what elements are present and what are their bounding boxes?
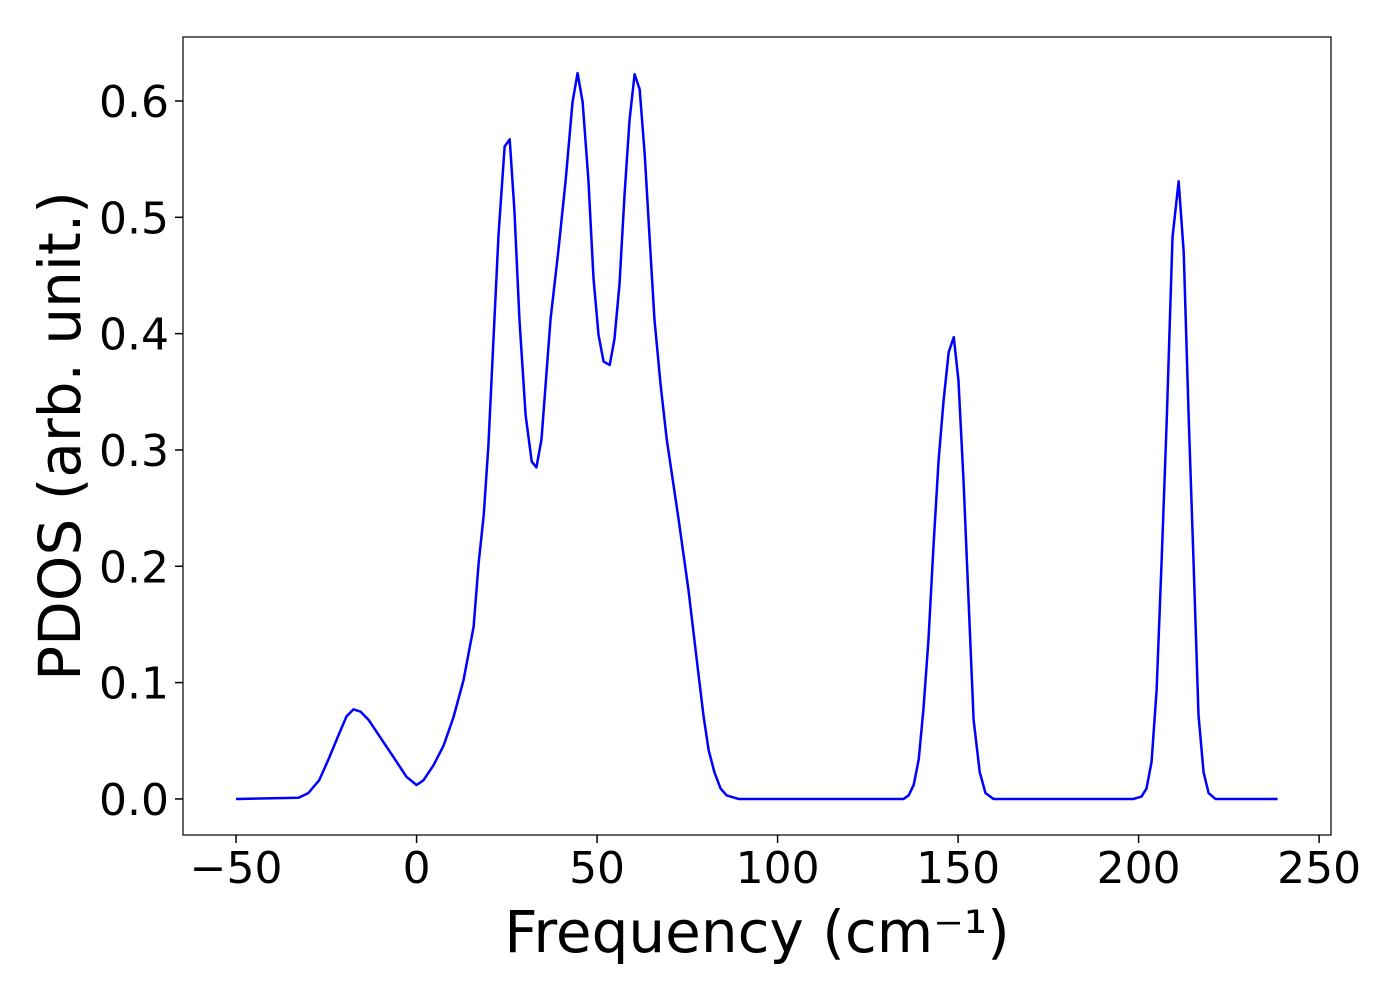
y-tick-label: 0.0 <box>99 775 169 826</box>
y-tick-label: 0.6 <box>99 77 169 128</box>
x-tick-label: 250 <box>1277 843 1361 894</box>
x-tick-label: −50 <box>190 843 283 894</box>
x-tick-label: 100 <box>736 843 820 894</box>
x-axis-label: Frequency (cm⁻¹) <box>504 898 1010 966</box>
y-tick-label: 0.5 <box>99 193 169 244</box>
x-tick-label: 200 <box>1097 843 1181 894</box>
y-axis-label: PDOS (arb. unit.) <box>26 191 94 681</box>
x-tick-label: 0 <box>403 843 431 894</box>
x-tick-label: 50 <box>569 843 625 894</box>
y-tick-label: 0.3 <box>99 426 169 477</box>
data-line <box>236 71 1278 801</box>
y-tick-label: 0.1 <box>99 659 169 710</box>
plot-frame <box>182 36 1332 836</box>
y-tick-label: 0.4 <box>99 310 169 361</box>
y-tick-label: 0.2 <box>99 542 169 593</box>
x-tick-label: 150 <box>916 843 1000 894</box>
